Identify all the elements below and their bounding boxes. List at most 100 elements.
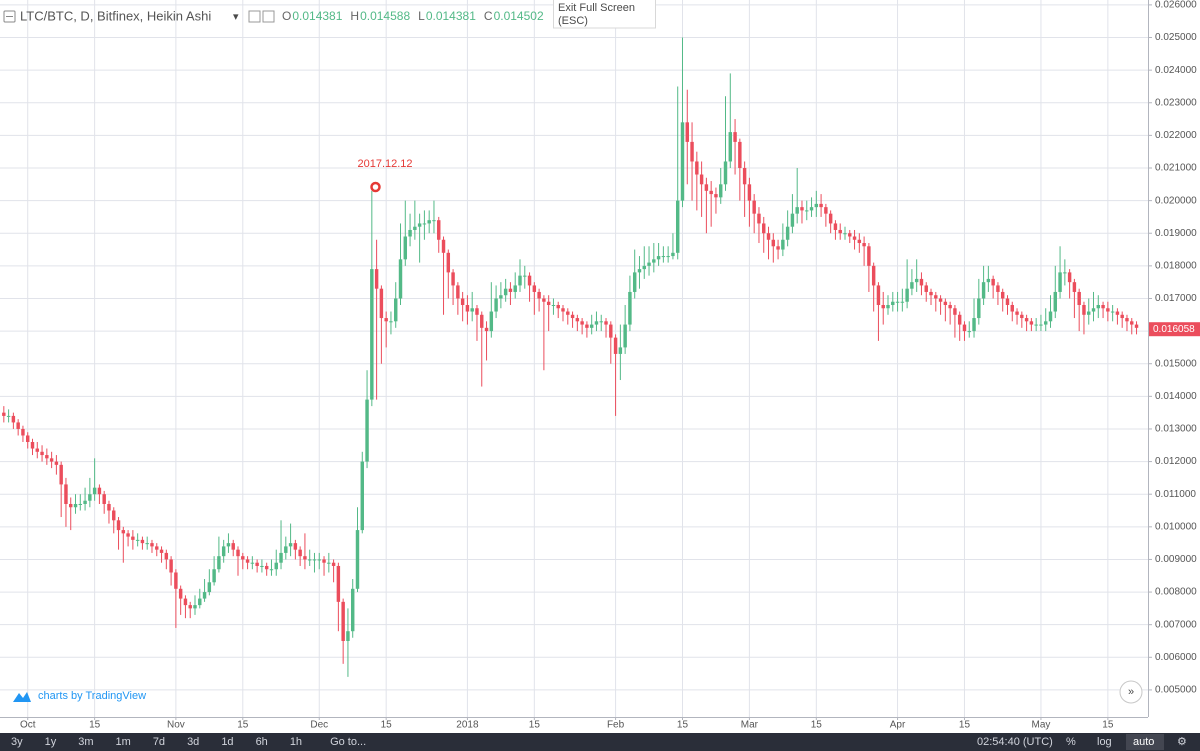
y-tick-label: 0.019000	[1155, 228, 1197, 239]
candle-body	[126, 533, 130, 537]
y-tick-label: 0.018000	[1155, 260, 1197, 271]
y-tick-label: 0.008000	[1155, 587, 1197, 598]
candle-body	[288, 543, 293, 547]
candle-body	[685, 122, 689, 142]
x-tick-label: 15	[381, 720, 393, 731]
candle-body	[838, 229, 842, 234]
percent-toggle[interactable]: %	[1066, 736, 1076, 748]
candle-body	[475, 308, 479, 315]
range-button[interactable]: 1h	[290, 736, 302, 748]
settings-gear[interactable]: ⚙	[1177, 736, 1187, 748]
candle-body	[680, 122, 685, 201]
candle-body	[241, 556, 245, 560]
range-button[interactable]: 1y	[45, 736, 57, 748]
candle-body	[604, 321, 608, 325]
candle-body	[728, 132, 733, 162]
goto-button[interactable]: Go to...	[330, 736, 366, 748]
price-axis	[1148, 0, 1200, 717]
candle-body	[437, 220, 441, 240]
candle-body	[876, 285, 881, 306]
candle-body	[513, 285, 517, 292]
range-button[interactable]: 3d	[187, 736, 199, 748]
x-tick-label: May	[1031, 720, 1050, 731]
candle-body	[499, 295, 503, 299]
candle-body	[977, 298, 981, 319]
scroll-icon: »	[1128, 686, 1134, 698]
candle-body	[647, 262, 651, 266]
candle-body	[35, 448, 39, 452]
settings-icon[interactable]	[248, 10, 261, 23]
log-toggle[interactable]: log	[1097, 736, 1112, 748]
range-button[interactable]: 7d	[153, 736, 165, 748]
y-tick-label: 0.012000	[1155, 456, 1197, 467]
x-tick-label: 15	[529, 720, 541, 731]
candle-body	[64, 484, 68, 504]
ohlc-value: 0.014502	[494, 9, 544, 23]
candle-body	[661, 256, 666, 258]
candle-body	[164, 552, 169, 560]
candle-body	[934, 295, 938, 299]
candle-body	[284, 546, 288, 553]
candle-body	[1058, 272, 1062, 292]
candle-body	[747, 184, 752, 201]
candle-body	[293, 543, 298, 550]
dropdown-arrow[interactable]: ▾	[233, 11, 239, 23]
candle-body	[379, 288, 384, 319]
candle-body	[1120, 314, 1124, 319]
scroll-button[interactable]	[1119, 680, 1143, 704]
y-tick-label: 0.011000	[1155, 489, 1196, 500]
candle-body	[1063, 272, 1067, 274]
candle-body	[183, 598, 188, 606]
auto-toggle[interactable]: auto	[1133, 736, 1154, 748]
range-button[interactable]: 3m	[78, 736, 93, 748]
candle-body	[159, 549, 164, 553]
exit-label[interactable]: Exit Full Screen	[558, 2, 635, 14]
y-tick-label: 0.025000	[1155, 32, 1197, 43]
candle-body	[73, 503, 78, 508]
range-button[interactable]: 6h	[256, 736, 268, 748]
candle-body	[274, 562, 278, 570]
candle-body	[881, 305, 885, 309]
candle-body	[637, 269, 642, 273]
hide-icon[interactable]	[262, 10, 275, 23]
candle-body	[996, 285, 1000, 292]
candle-body	[762, 223, 766, 234]
ohlc-value: 0.014588	[360, 9, 410, 23]
candle-body	[503, 288, 508, 296]
candle-body	[972, 318, 976, 332]
candle-body	[967, 331, 971, 333]
candle-body	[1020, 314, 1024, 319]
candle-body	[766, 233, 771, 240]
x-tick-label: 15	[811, 720, 823, 731]
candle-body	[1130, 321, 1134, 325]
candle-body	[570, 314, 575, 319]
candle-body	[508, 288, 513, 292]
candle-body	[1024, 318, 1029, 322]
range-button[interactable]: 3y	[11, 736, 23, 748]
candle-body	[140, 539, 145, 544]
candle-body	[599, 321, 603, 323]
candle-body	[833, 223, 838, 230]
toolbar-items: 3y 1y 3m 1m 7d 3d 1d 6h 1h Go to...	[11, 736, 366, 748]
candle-body	[350, 588, 355, 632]
branding[interactable]: charts by TradingView	[38, 690, 146, 702]
y-tick-label: 0.017000	[1155, 293, 1197, 304]
candle-body	[848, 233, 852, 237]
candle-body	[1072, 282, 1077, 292]
candle-body	[83, 500, 87, 504]
bottom-toolbar	[0, 733, 1200, 751]
candle-body	[269, 569, 274, 571]
candle-body	[690, 141, 694, 162]
candle-body	[135, 539, 140, 541]
candle-body	[102, 494, 106, 504]
collapse-icon[interactable]	[3, 10, 16, 23]
ohlc-value: 0.014381	[292, 9, 342, 23]
last-price-label: 0.016058	[1153, 324, 1195, 335]
range-button[interactable]: 1m	[116, 736, 131, 748]
range-button[interactable]: 1d	[221, 736, 233, 748]
candle-body	[193, 605, 197, 609]
candle-body	[427, 220, 431, 224]
exit-full-screen[interactable]	[553, 0, 656, 29]
candle-body	[556, 305, 560, 309]
candle-body	[465, 305, 470, 312]
